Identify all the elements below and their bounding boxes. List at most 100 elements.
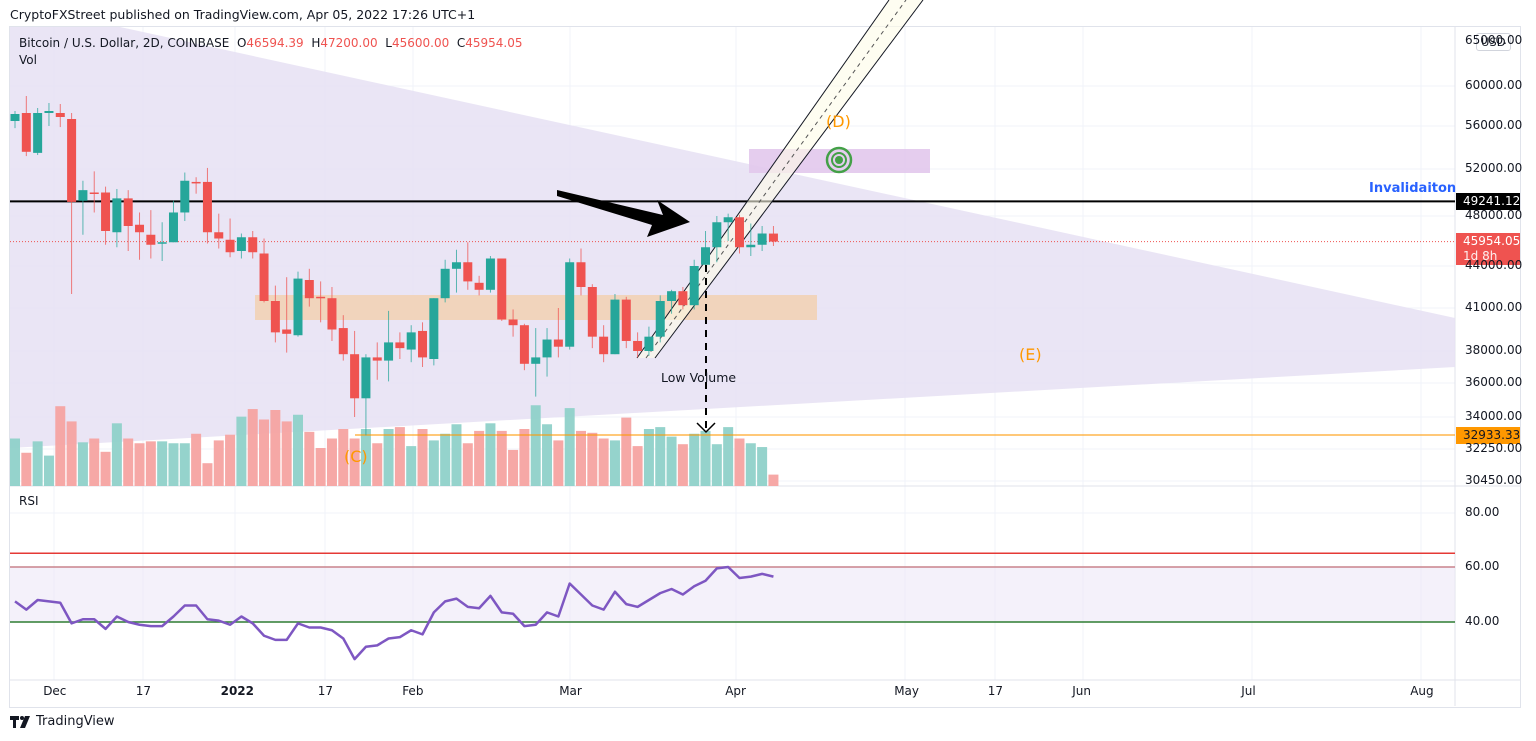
wave-d-label: (D)	[826, 112, 851, 131]
tradingview-brand: TradingView	[36, 714, 115, 729]
candle-body	[225, 239, 235, 253]
candle-body	[372, 357, 382, 361]
volume-bar	[43, 455, 54, 486]
volume-bar	[632, 446, 643, 486]
volume-bar	[372, 443, 383, 486]
candle-body	[21, 113, 31, 152]
volume-bar	[326, 438, 337, 486]
bar-countdown: 1d 8h	[1463, 249, 1498, 263]
volume-bar	[281, 421, 292, 486]
volume-bar	[134, 443, 145, 486]
candle-body	[508, 319, 518, 326]
candle-body	[44, 111, 54, 113]
volume-bar	[598, 438, 609, 486]
support-price-tag: 32933.33	[1456, 427, 1520, 444]
low-volume-arrowhead	[696, 422, 716, 434]
ohlc-line: Bitcoin / U.S. Dollar, 2D, COINBASE O465…	[19, 35, 523, 52]
volume-bar	[123, 438, 134, 486]
volume-bar	[315, 448, 326, 486]
candle-body	[678, 291, 688, 306]
candle-body	[610, 299, 620, 355]
candle-body	[633, 340, 643, 351]
volume-bar	[723, 427, 734, 486]
volume-bar	[21, 452, 32, 486]
volume-bar	[768, 474, 779, 486]
candle-body	[599, 336, 609, 355]
candle-body	[168, 212, 178, 243]
volume-bar	[213, 440, 224, 486]
volume-bar	[236, 416, 247, 486]
price-tick: 32250.00	[1465, 441, 1523, 455]
rsi-tick: 60.00	[1465, 559, 1500, 573]
close-value: 45954.05	[465, 36, 523, 50]
volume-bar	[259, 419, 270, 486]
currency-button[interactable]: USD	[1476, 33, 1511, 51]
volume-bar	[270, 410, 281, 486]
volume-bar	[462, 443, 473, 486]
candle-body	[10, 114, 20, 121]
symbol-title[interactable]: Bitcoin / U.S. Dollar, 2D, COINBASE	[19, 36, 230, 50]
volume-bar	[100, 451, 111, 486]
volume-bar	[734, 438, 745, 486]
candle-body	[157, 242, 167, 244]
volume-bar	[304, 431, 315, 486]
candle-body	[112, 198, 122, 233]
volume-bar	[485, 423, 496, 486]
channel-fill	[637, 0, 923, 358]
volume-bar	[66, 421, 77, 486]
tradingview-logo[interactable]: TradingView	[10, 714, 115, 729]
candle-body	[701, 247, 711, 265]
volume-bar	[293, 414, 303, 486]
arrow-annotation	[557, 190, 690, 237]
price-tick: 48000.00	[1465, 208, 1523, 222]
rsi-band	[10, 567, 1455, 622]
volume-bar	[542, 424, 553, 486]
candle-body	[587, 287, 597, 337]
volume-indicator-label[interactable]: Vol	[19, 53, 37, 67]
candle-body	[236, 237, 246, 251]
candle-body	[327, 298, 337, 330]
channel-lower-line	[654, 0, 924, 359]
volume-bar	[519, 429, 530, 486]
chart-frame[interactable]	[9, 26, 1521, 708]
candle-body	[519, 325, 529, 364]
volume-bar	[157, 441, 168, 486]
price-tick: 44000.00	[1465, 258, 1523, 272]
volume-bar	[225, 434, 236, 486]
candle-body	[202, 181, 212, 233]
open-value: 46594.39	[246, 36, 304, 50]
candle-body	[497, 258, 507, 320]
candle-body	[644, 336, 654, 351]
volume-bar	[677, 444, 688, 486]
candle-body	[655, 301, 665, 337]
candle-body	[316, 296, 326, 299]
volume-bar	[757, 447, 768, 486]
time-tick: Dec	[43, 684, 67, 698]
volume-bar	[179, 443, 190, 486]
candle-body	[78, 190, 88, 201]
candle-body	[123, 198, 133, 226]
volume-bar	[349, 438, 360, 486]
rsi-indicator-label[interactable]: RSI	[19, 494, 39, 508]
volume-bar	[587, 432, 598, 486]
candle-body	[135, 224, 145, 233]
volume-bar	[666, 436, 677, 486]
candle-body	[55, 113, 65, 117]
time-tick: Apr	[725, 684, 746, 698]
target-icon	[835, 156, 843, 164]
chart-legend: Bitcoin / U.S. Dollar, 2D, COINBASE O465…	[19, 35, 523, 69]
candle-body	[621, 299, 631, 341]
candle-body	[350, 354, 360, 399]
volume-bar	[496, 430, 507, 486]
time-tick: May	[894, 684, 919, 698]
published-line: CryptoFXStreet published on TradingView.…	[10, 7, 476, 22]
volume-bar	[711, 444, 722, 486]
invalidation-price-tag: 49241.12	[1456, 193, 1520, 210]
rsi-line	[14, 565, 774, 661]
last-price-tag: 45954.05 1d 8h	[1456, 233, 1520, 265]
volume-bar	[553, 440, 564, 486]
volume-bar	[383, 429, 394, 486]
candle-body	[689, 266, 699, 306]
candle-body	[191, 181, 201, 184]
